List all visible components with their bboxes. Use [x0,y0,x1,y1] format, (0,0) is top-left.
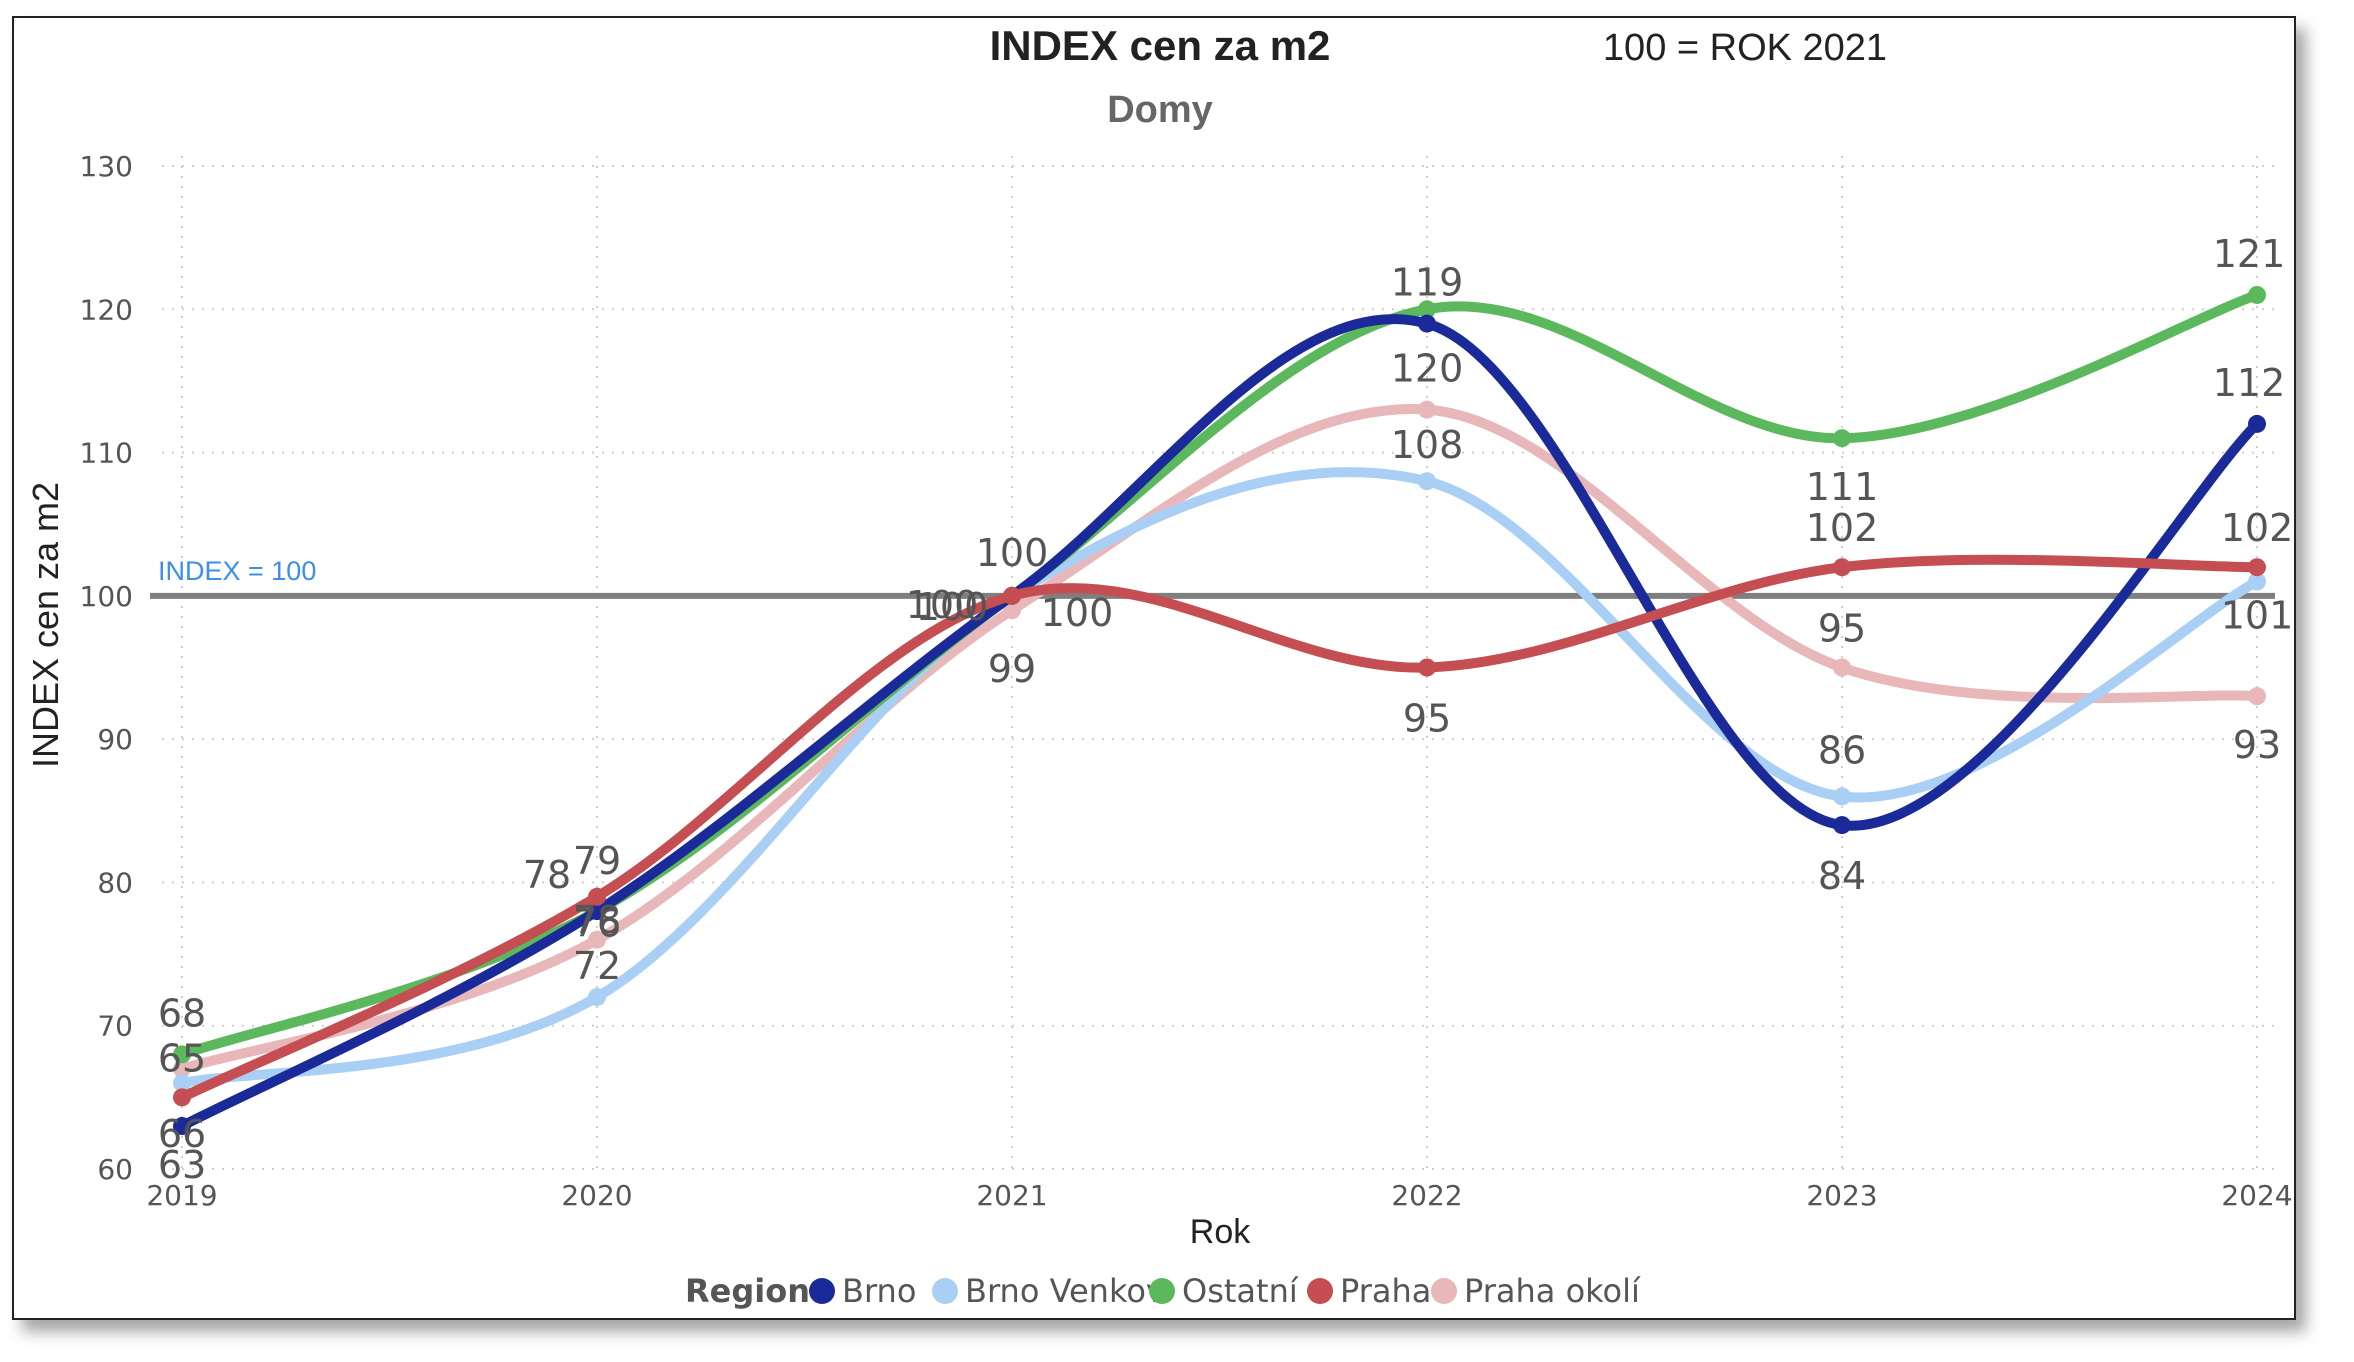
point-praha-okoli-2019 [173,1059,191,1078]
point-praha-2023 [1833,558,1851,577]
data-label-brno-2024: 112 [2213,361,2286,405]
data-label-praha-okoli-2021: 99 [988,647,1036,691]
series-line-praha-okoli [177,404,2262,1074]
point-praha-2020 [588,887,606,906]
data-label-brno-venkov-2020: 72 [573,944,621,988]
point-brno-2019 [173,1117,191,1136]
point-praha-2021 [1003,586,1021,605]
point-brno-venkov-2020 [588,988,606,1007]
series-line-brno [177,314,2262,1132]
reference-line-group: INDEX = 100 [150,556,2275,599]
x-tick-label-2020: 2020 [561,1179,632,1212]
y-tick-label-70: 70 [97,1010,133,1043]
data-label-brno-venkov-2021: 100 [1041,591,1114,635]
legend: Region Brno Brno Venkov Ostatní Praha Praha … [685,1272,1641,1310]
data-label-brno-venkov-2019: 66 [158,1112,206,1156]
y-tick-label-110: 110 [80,437,133,470]
grid: 60 70 80 90 100 110 120 130 2019 2020 2021 2022 2023… [80,150,2293,1212]
legend-label-praha-okoli: Praha okolí [1464,1272,1641,1310]
data-label-praha-2020: 79 [573,839,621,883]
series-line-brno-venkov [177,467,2262,1089]
data-label-praha-2019: 65 [158,1036,206,1080]
legend-marker-praha-okoli [1431,1278,1457,1304]
y-tick-label-90: 90 [97,723,133,756]
point-brno-2022 [1418,314,1436,333]
data-label-brno-2023: 84 [1818,854,1866,898]
point-brno-venkov-2022 [1418,472,1436,491]
data-label-brno-2022: 119 [1391,261,1464,305]
point-brno-2023 [1833,816,1851,835]
x-tick-label-2023: 2023 [1806,1179,1877,1212]
x-tick-label-2022: 2022 [1391,1179,1462,1212]
data-label-praha-2021: 100 [906,583,979,627]
legend-marker-brno-venkov [932,1278,958,1304]
point-ostatni-2024 [2248,285,2266,304]
chart-title: INDEX cen za m2 [990,22,1331,69]
legend-marker-ostatni [1149,1278,1175,1304]
point-brno-venkov-2019 [173,1074,191,1093]
y-tick-label-60: 60 [97,1153,133,1186]
point-brno-venkov-2023 [1833,787,1851,806]
data-label-brno-2019: 63 [158,1143,206,1187]
data-label-praha-okoli-2023: 95 [1818,607,1866,651]
chart-note: 100 = ROK 2021 [1603,27,1887,69]
series-lines [173,285,2266,1136]
y-axis-title: INDEX cen za m2 [25,482,66,768]
x-tick-label-2019: 2019 [146,1179,217,1212]
data-label-ostatni-2020: 78 [573,898,621,942]
data-label-praha-okoli-2024: 93 [2233,723,2281,767]
legend-label-brno-venkov: Brno Venkov [965,1272,1165,1310]
data-labels: 63 78 100 119 84 112 66 72 100 108 86 101 68 78 100 120… [158,232,2293,1187]
point-brno-2020 [588,902,606,921]
point-praha-okoli-2022 [1418,400,1436,419]
point-brno-2024 [2248,414,2266,433]
point-praha-okoli-2023 [1833,658,1851,677]
point-praha-okoli-2024 [2248,687,2266,706]
legend-label-praha: Praha [1340,1272,1431,1310]
x-tick-label-2024: 2024 [2221,1179,2292,1212]
data-label-brno-venkov-2023: 86 [1818,728,1866,772]
data-label-brno-venkov-2022: 108 [1391,423,1464,467]
point-praha-2024 [2248,558,2266,577]
point-praha-2022 [1418,658,1436,677]
point-praha-okoli-2020 [588,930,606,949]
y-tick-label-100: 100 [80,580,133,613]
data-label-brno-2021: 100 [976,531,1049,575]
legend-marker-praha [1307,1278,1333,1304]
x-tick-label-2021: 2021 [976,1179,1047,1212]
data-label-praha-2024: 102 [2221,506,2294,550]
point-ostatni-2023 [1833,429,1851,448]
point-ostatni-2022 [1418,300,1436,319]
data-label-praha-okoli-2020: 76 [573,902,621,946]
series-line-praha [177,554,2262,1103]
point-praha-okoli-2021 [1003,601,1021,620]
data-label-ostatni-2021: 100 [916,585,989,629]
data-label-praha-2022: 95 [1403,697,1451,741]
legend-label-ostatni: Ostatní [1182,1272,1299,1310]
legend-marker-brno [809,1278,835,1304]
data-label-ostatni-2023: 111 [1806,465,1879,509]
legend-title: Region [685,1272,810,1310]
reference-line-label: INDEX = 100 [158,556,316,586]
data-label-brno-venkov-2024: 101 [2221,594,2294,638]
point-praha-2019 [173,1088,191,1107]
legend-label-brno: Brno [842,1272,916,1310]
x-axis-title: Rok [1190,1213,1251,1251]
data-label-ostatni-2022: 120 [1391,346,1464,390]
data-label-brno-2020: 78 [523,853,571,897]
y-tick-label-80: 80 [97,866,133,899]
data-label-praha-2023: 102 [1806,506,1879,550]
data-label-ostatni-2019: 68 [158,991,206,1035]
point-brno-venkov-2024 [2248,572,2266,591]
y-tick-label-120: 120 [80,293,133,326]
chart-subtitle: Domy [1107,89,1213,131]
point-ostatni-2019 [173,1045,191,1064]
y-tick-label-130: 130 [80,150,133,183]
chart-frame [12,16,2296,1320]
data-label-ostatni-2024: 121 [2213,232,2286,276]
